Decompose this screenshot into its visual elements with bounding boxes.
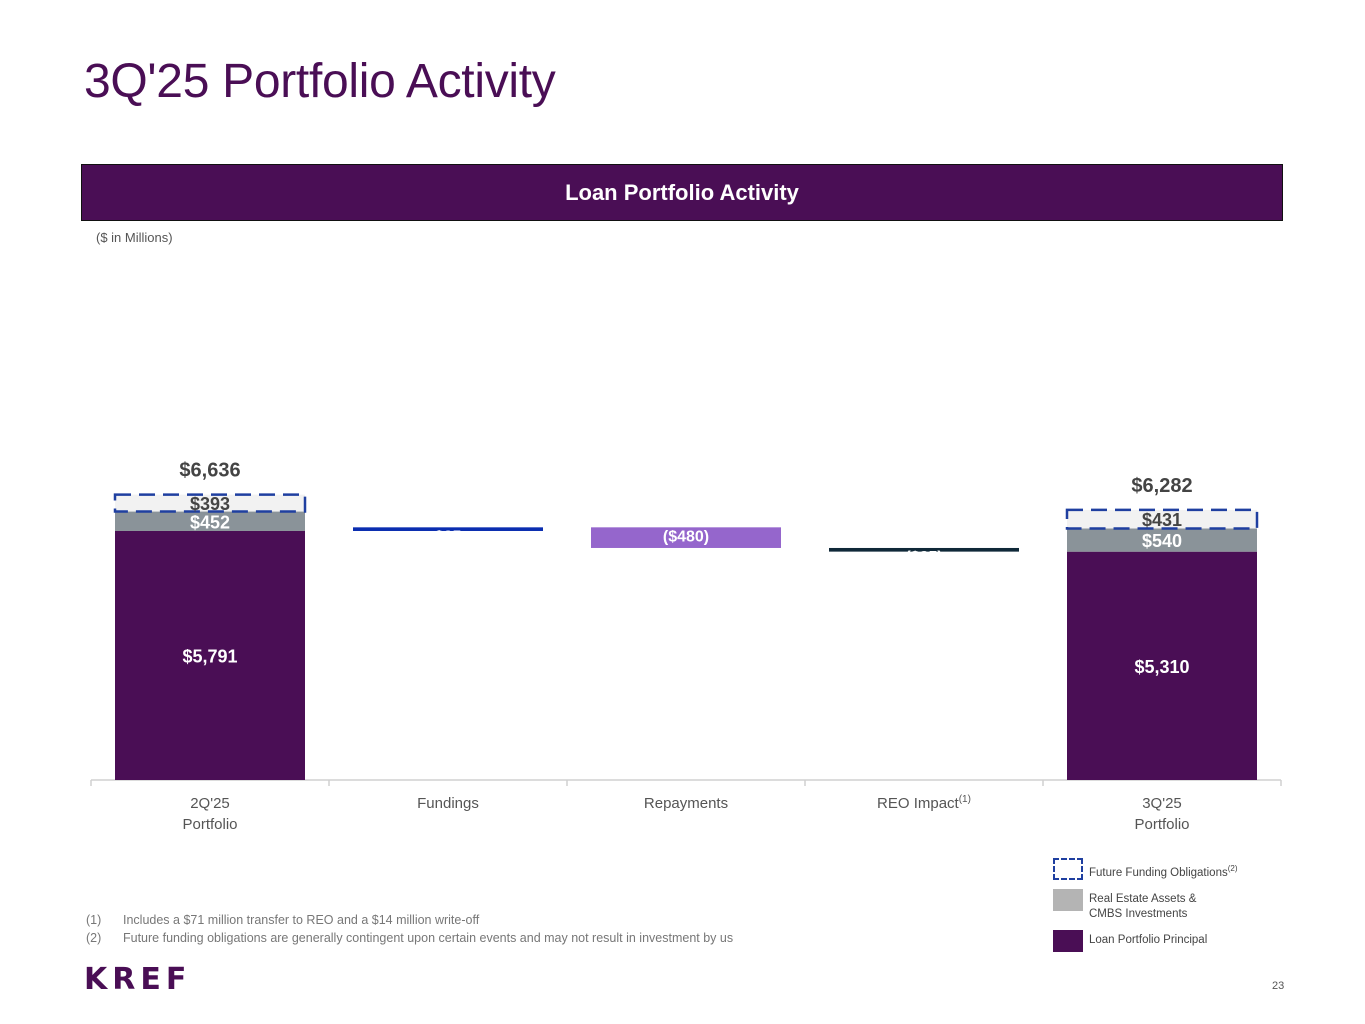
- legend-item-loan-principal: Loan Portfolio Principal: [1053, 929, 1238, 952]
- x-tick-label: Repayments: [644, 795, 728, 812]
- bar-segment-real-estate: [115, 511, 305, 531]
- waterfall-step-bar: [829, 547, 1019, 552]
- x-tick-label: 3Q'25: [1142, 795, 1182, 812]
- bar-total-label: $6,636: [179, 460, 240, 482]
- chart-banner: Loan Portfolio Activity: [81, 164, 1283, 221]
- page-number: 23: [1272, 980, 1285, 992]
- bar-data-label: $452: [190, 512, 230, 532]
- legend-label: Future Funding Obligations: [1089, 866, 1228, 879]
- banner-title: Loan Portfolio Activity: [565, 179, 799, 205]
- bar-data-label: $393: [190, 494, 230, 514]
- bar-segment-loan-principal: [1067, 551, 1257, 780]
- bar-segment-dashed-border: [113, 493, 307, 513]
- kref-logo: KREF: [84, 962, 192, 997]
- legend-swatch-dashed: [1053, 858, 1083, 880]
- x-tick-label: 2Q'25: [190, 795, 230, 812]
- x-tick-footnote-ref: (1): [959, 794, 971, 805]
- footnote-number: (2): [86, 931, 102, 945]
- x-tick-label-line2: Portfolio: [1134, 816, 1189, 833]
- bar-segment-real-estate: [1067, 528, 1257, 552]
- legend-label: Loan Portfolio Principal: [1089, 933, 1208, 946]
- bar-segment-future-funding: [115, 494, 305, 512]
- page-title: 3Q'25 Portfolio Activity: [84, 55, 556, 108]
- footnote-1: (1) Includes a $71 million transfer to R…: [86, 911, 733, 929]
- waterfall-step-bar: [353, 527, 543, 531]
- waterfall-step-bar: [591, 527, 781, 548]
- footnote-text: Future funding obligations are generally…: [123, 931, 734, 945]
- step-data-label: ($480): [663, 528, 709, 545]
- legend-item-future-funding: Future Funding Obligations(2): [1053, 858, 1238, 881]
- bar-total-label: $6,282: [1131, 475, 1192, 497]
- x-tick-label-line2: Portfolio: [182, 816, 237, 833]
- footnotes: (1) Includes a $71 million transfer to R…: [86, 911, 733, 947]
- bar-data-label: $540: [1142, 531, 1182, 551]
- bar-segment-loan-principal: [115, 530, 305, 780]
- step-data-label: ($85): [905, 549, 942, 566]
- bar-segment-future-funding: [1067, 509, 1257, 529]
- bar-segment-dashed-border: [1065, 508, 1259, 530]
- legend-item-real-estate: Real Estate Assets & CMBS Investments: [1053, 888, 1238, 922]
- units-note: ($ in Millions): [96, 230, 173, 245]
- legend-footnote-ref: (2): [1227, 864, 1238, 873]
- footnote-2: (2) Future funding obligations are gener…: [86, 929, 733, 947]
- bar-data-label: $5,310: [1134, 657, 1189, 677]
- legend-swatch-gray: [1053, 888, 1083, 911]
- bar-data-label: $5,791: [182, 646, 237, 666]
- legend-swatch-purple: [1053, 929, 1083, 952]
- x-tick-label: Fundings: [417, 795, 479, 812]
- waterfall-chart: 2Q'25 Portfolio Fundings Repayments REO Impa…: [90, 460, 1282, 833]
- footnote-number: (1): [86, 913, 102, 927]
- step-data-label: $85: [435, 528, 462, 545]
- footnote-text: Includes a $71 million transfer to REO a…: [123, 913, 480, 927]
- bar-data-label: $431: [1142, 510, 1182, 530]
- legend: Future Funding Obligations(2) Real Estat…: [1053, 858, 1238, 960]
- x-tick-label: REO Impact(1): [877, 794, 971, 812]
- legend-label-line1: Real Estate Assets &: [1089, 892, 1197, 905]
- legend-label-line2: CMBS Investments: [1089, 907, 1188, 920]
